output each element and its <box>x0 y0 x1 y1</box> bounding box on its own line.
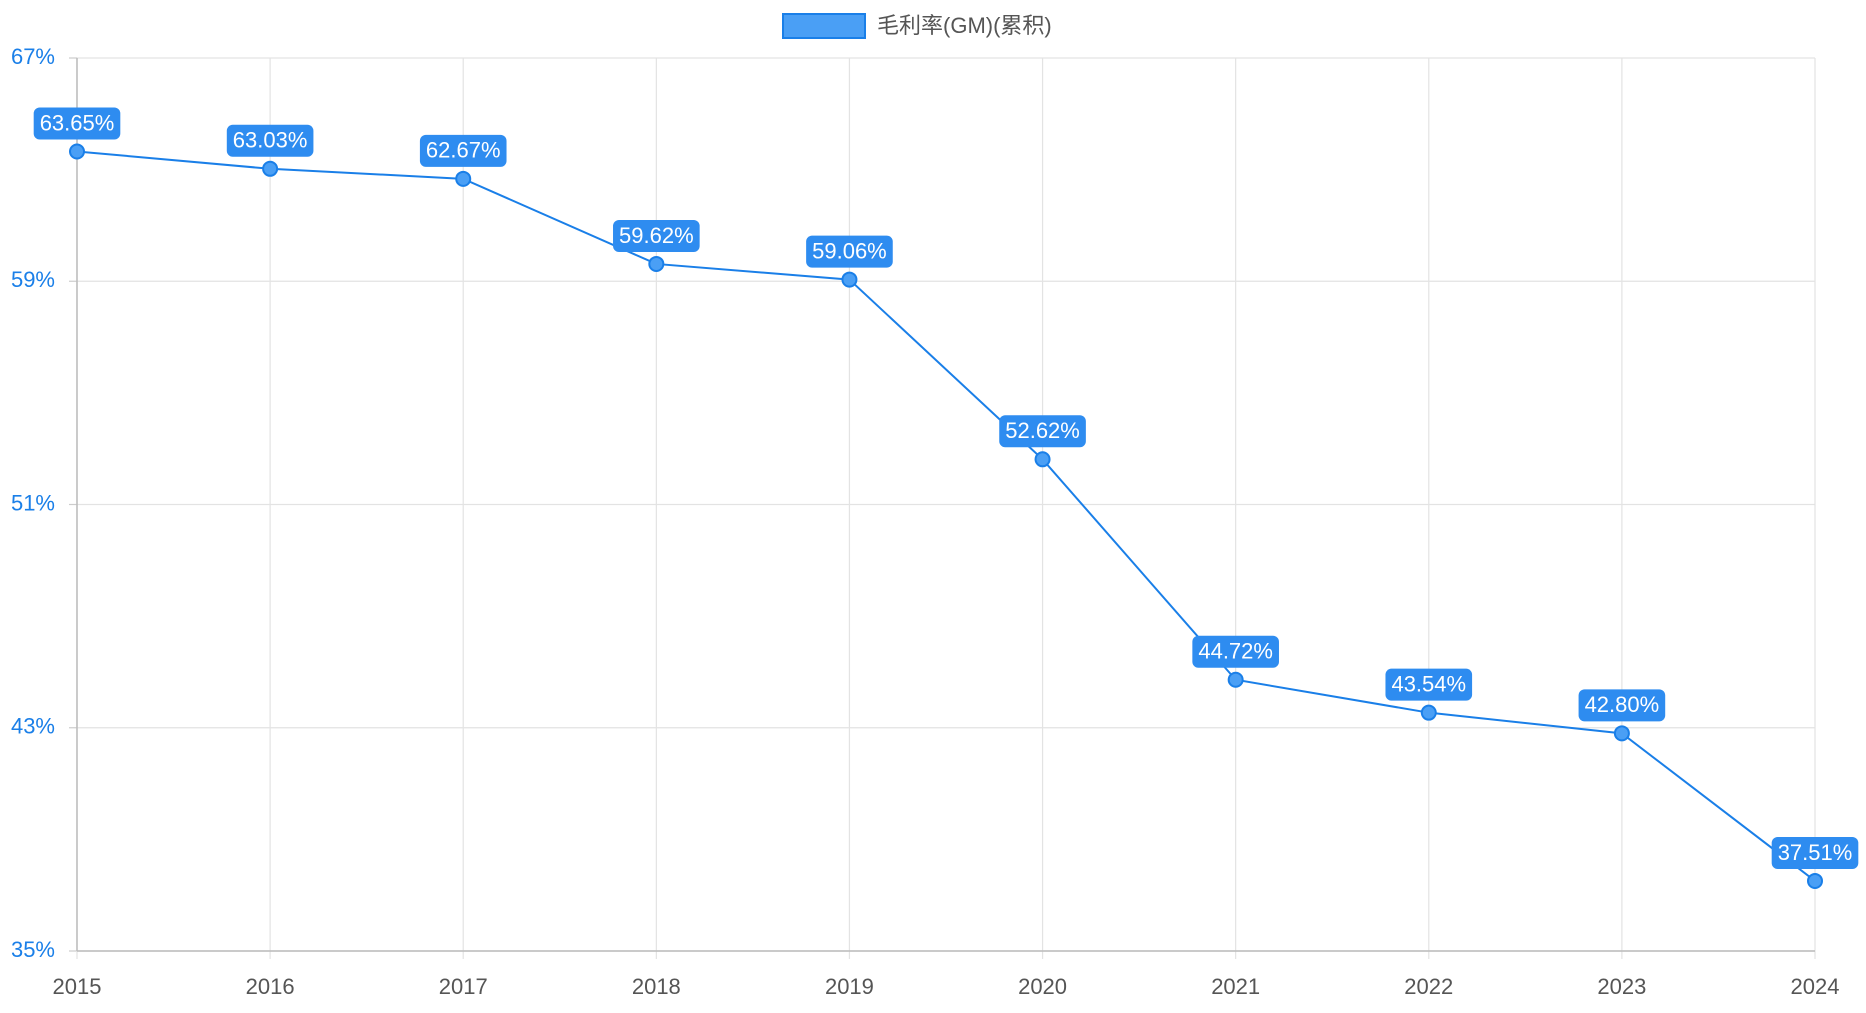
x-tick-label: 2019 <box>825 974 874 999</box>
y-tick-label: 59% <box>11 267 55 292</box>
data-label-text: 59.06% <box>812 238 887 263</box>
data-label-text: 52.62% <box>1005 418 1080 443</box>
y-tick-label: 67% <box>11 44 55 69</box>
data-label-box <box>1771 836 1859 869</box>
data-label: 59.06% <box>806 235 893 268</box>
x-tick-label: 2016 <box>246 974 295 999</box>
data-label: 43.54% <box>1385 668 1473 701</box>
data-label: 62.67% <box>419 134 507 167</box>
data-point <box>262 160 279 177</box>
data-point <box>1613 725 1630 742</box>
data-point <box>1227 671 1244 688</box>
legend: 毛利率(GM)(累积) <box>782 13 1052 39</box>
data-point <box>455 170 472 187</box>
data-label-text: 59.62% <box>619 223 694 248</box>
x-tick-label: 2017 <box>439 974 488 999</box>
data-point <box>1034 451 1051 468</box>
data-label-text: 63.65% <box>40 110 115 135</box>
x-tick-label: 2023 <box>1597 974 1646 999</box>
legend-label: 毛利率(GM)(累积) <box>877 13 1052 38</box>
data-label-text: 62.67% <box>426 138 501 163</box>
data-label: 42.80% <box>1578 689 1666 722</box>
x-tick-label: 2021 <box>1211 974 1260 999</box>
data-point <box>648 255 665 272</box>
data-label: 52.62% <box>999 415 1086 448</box>
x-tick-label: 2015 <box>53 974 102 999</box>
data-label-text: 37.51% <box>1778 840 1853 865</box>
data-label-box <box>1192 635 1279 668</box>
data-label: 63.65% <box>33 107 121 140</box>
data-label-box <box>806 235 893 268</box>
data-label-box <box>419 134 507 167</box>
data-label-box <box>33 107 121 140</box>
x-tick-label: 2024 <box>1791 974 1840 999</box>
x-tick-label: 2020 <box>1018 974 1067 999</box>
data-point <box>1420 704 1437 721</box>
data-label-box <box>1578 689 1666 722</box>
data-label-box <box>999 415 1086 448</box>
data-label: 59.62% <box>613 219 700 252</box>
legend-swatch <box>782 13 866 39</box>
data-label: 37.51% <box>1771 836 1859 869</box>
data-label-box <box>226 124 314 157</box>
data-point <box>1807 872 1823 889</box>
data-label: 44.72% <box>1192 635 1279 668</box>
data-point <box>841 271 858 288</box>
data-point <box>69 143 85 160</box>
data-label-box <box>1385 668 1473 701</box>
series-line <box>76 150 1816 882</box>
y-tick-label: 43% <box>11 714 55 739</box>
data-label-text: 43.54% <box>1391 671 1466 696</box>
y-tick-label: 51% <box>11 490 55 515</box>
x-tick-label: 2022 <box>1404 974 1453 999</box>
data-label-box <box>613 219 700 252</box>
data-label-text: 44.72% <box>1198 639 1273 664</box>
data-label: 63.03% <box>226 124 314 157</box>
y-tick-label: 35% <box>11 937 55 962</box>
data-label-text: 42.80% <box>1585 692 1660 717</box>
data-label-text: 63.03% <box>233 128 308 153</box>
x-tick-label: 2018 <box>632 974 681 999</box>
